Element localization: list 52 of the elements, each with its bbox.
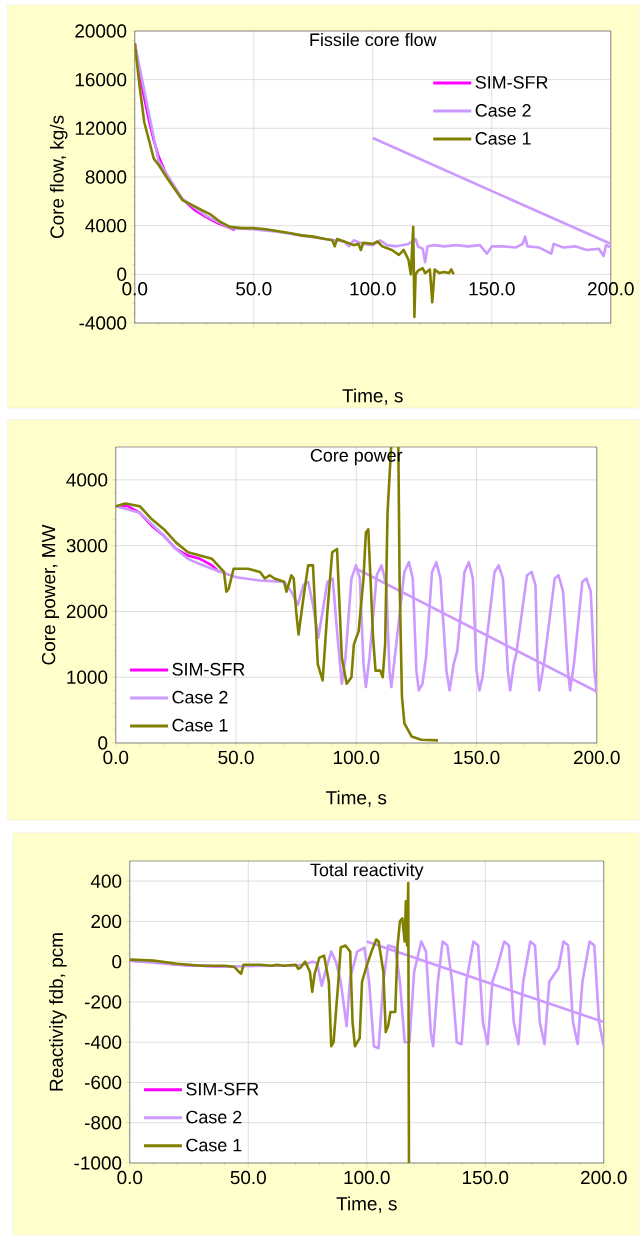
legend-label: Case 2 xyxy=(475,104,531,117)
x-tick-label: 50.0 xyxy=(230,1170,267,1185)
x-tick-label: 200.0 xyxy=(588,282,634,296)
y-tick-label: 0 xyxy=(112,954,122,969)
y-tick-label: 200 xyxy=(91,914,122,929)
x-tick-label: 50.0 xyxy=(218,750,254,765)
y-tick-label: -4000 xyxy=(79,316,127,330)
x-tick-label: 100.0 xyxy=(334,750,380,765)
legend-label: Case 1 xyxy=(186,1138,242,1152)
y-axis-title: Core power, MW xyxy=(42,524,60,665)
y-tick-label: 400 xyxy=(90,874,122,888)
y-tick-label: -800 xyxy=(85,1116,122,1130)
legend-label: Case 1 xyxy=(172,718,228,732)
x-tick-label: 150.0 xyxy=(463,1170,509,1185)
x-axis-title: Time, s xyxy=(336,1196,397,1213)
x-tick-label: 0.0 xyxy=(122,282,148,296)
x-axis-title: Time, s xyxy=(326,790,387,807)
y-tick-label: 0 xyxy=(117,267,127,282)
chart-title: Fissile core flow xyxy=(310,32,437,47)
legend-label: Case 1 xyxy=(475,132,531,145)
y-tick-label: 0 xyxy=(98,736,108,750)
legend-label: Case 2 xyxy=(186,1110,242,1124)
y-tick-label: -400 xyxy=(85,1035,122,1049)
y-tick-label: -200 xyxy=(85,995,122,1009)
x-tick-label: 150.0 xyxy=(454,750,500,765)
y-tick-label: 16000 xyxy=(75,72,127,87)
y-tick-label: -1000 xyxy=(74,1156,122,1170)
legend-label: SIM-SFR xyxy=(475,76,548,89)
x-tick-label: 0.0 xyxy=(117,1170,143,1185)
chart-title: Total reactivity xyxy=(310,863,424,880)
x-tick-label: 100.0 xyxy=(350,282,396,296)
y-tick-label: 3000 xyxy=(66,538,108,553)
y-tick-label: 4000 xyxy=(85,218,127,233)
x-tick-label: 0.0 xyxy=(103,750,129,765)
y-axis-title: Core flow, kg/s xyxy=(49,115,68,239)
x-tick-label: 50.0 xyxy=(236,282,272,296)
y-tick-label: 12000 xyxy=(75,121,127,136)
legend-label: SIM-SFR xyxy=(172,662,245,676)
x-tick-label: 150.0 xyxy=(469,282,515,296)
x-tick-label: 200.0 xyxy=(581,1170,627,1185)
x-tick-label: 200.0 xyxy=(574,750,620,765)
y-axis-title: Reactivity fdb, pcm xyxy=(49,933,67,1091)
y-tick-label: 8000 xyxy=(85,170,127,184)
legend-label: Case 2 xyxy=(172,690,228,704)
y-tick-label: 1000 xyxy=(67,670,108,684)
y-tick-label: 20000 xyxy=(75,24,127,38)
y-tick-label: 4000 xyxy=(66,473,108,487)
x-axis-title: Time, s xyxy=(342,388,403,405)
x-tick-label: 100.0 xyxy=(344,1170,390,1185)
y-tick-label: -600 xyxy=(85,1075,122,1090)
y-tick-label: 2000 xyxy=(66,604,108,619)
legend-label: SIM-SFR xyxy=(186,1082,259,1096)
